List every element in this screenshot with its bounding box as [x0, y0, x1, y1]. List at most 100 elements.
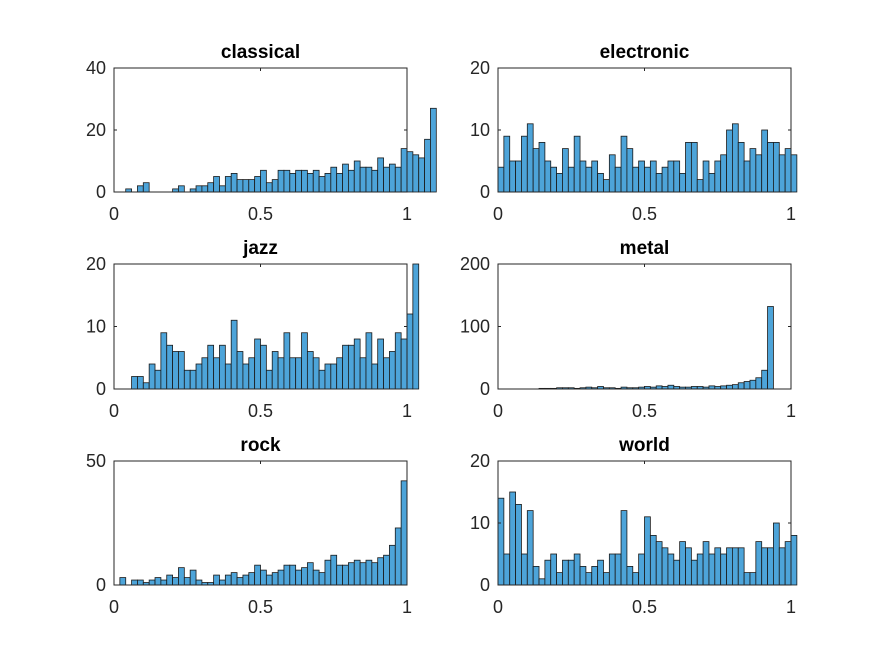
histogram-bar — [749, 148, 757, 193]
x-tick-label: 0.5 — [632, 204, 657, 224]
histogram-bar — [301, 332, 308, 390]
histogram-bar — [638, 553, 645, 586]
histogram-bar — [702, 541, 710, 586]
y-tick-label: 10 — [470, 513, 490, 533]
histogram-bar — [585, 166, 593, 193]
histogram-bar — [236, 577, 244, 586]
histogram-bar — [614, 166, 622, 193]
histogram-bar — [526, 123, 534, 193]
y-tick-label: 50 — [86, 451, 106, 471]
histogram-bar — [254, 564, 261, 586]
y-tick-label: 0 — [96, 575, 106, 595]
histogram-bar — [509, 491, 516, 586]
histogram-bar — [195, 363, 203, 390]
histogram-bar — [579, 160, 587, 193]
subplot-title: electronic — [600, 42, 690, 63]
histogram-bar — [749, 379, 757, 390]
histogram-bar — [720, 154, 727, 193]
histogram-bar — [714, 160, 722, 193]
histogram-bar — [242, 363, 250, 390]
histogram-bar — [497, 497, 505, 586]
histogram-bar — [137, 185, 144, 193]
histogram-bar — [219, 579, 226, 586]
x-tick-label: 1 — [402, 401, 412, 421]
histogram-bar — [773, 141, 780, 193]
histogram-bar — [638, 160, 645, 193]
histogram-bar — [737, 382, 745, 390]
histogram-bar — [154, 369, 162, 390]
histogram-bar — [359, 166, 367, 193]
histogram-bar — [591, 160, 599, 193]
subplot-title: world — [618, 435, 670, 456]
histogram-bar — [224, 363, 232, 390]
x-tick-label: 0.5 — [248, 204, 273, 224]
histogram-bar — [667, 160, 675, 193]
histogram-bar — [219, 344, 226, 390]
histogram-bar — [626, 566, 634, 586]
histogram-bar — [213, 357, 220, 390]
histogram-bar — [603, 179, 610, 193]
histogram-bar — [277, 357, 285, 390]
histogram-bar — [248, 179, 256, 193]
histogram-bar — [242, 574, 250, 586]
histogram-bar — [213, 176, 220, 193]
subplot-metal: 0 0.5 1 0 100 200 metal — [460, 238, 796, 421]
histogram-bar — [720, 553, 727, 586]
histogram-bar — [254, 176, 261, 193]
histogram-bar — [131, 579, 138, 586]
histogram-bar — [283, 332, 291, 390]
x-tick-label: 0 — [109, 597, 119, 617]
histogram-bar — [265, 369, 273, 390]
histogram-bar — [312, 357, 320, 390]
histogram-bar — [538, 578, 546, 586]
histogram-bar — [394, 527, 402, 586]
histogram-bar — [761, 369, 768, 390]
x-tick-label: 1 — [786, 597, 796, 617]
histogram-bar — [178, 351, 185, 390]
histogram-bar — [778, 547, 786, 586]
histogram-bar — [195, 185, 203, 193]
histogram-bar — [201, 357, 209, 390]
histogram-bar — [626, 148, 634, 193]
histogram-bar — [353, 338, 361, 390]
histogram-bar — [265, 182, 273, 193]
histogram-bar — [412, 154, 420, 193]
histogram-bar — [154, 577, 162, 586]
histogram-bar — [148, 579, 156, 586]
histogram-bar — [359, 562, 367, 586]
histogram-bar — [160, 332, 168, 390]
histogram-bar — [142, 182, 150, 193]
histogram-bar — [562, 148, 569, 193]
histogram-bar — [597, 559, 604, 586]
histogram-bar — [289, 172, 297, 193]
histogram-bar — [737, 141, 745, 193]
histogram-bar — [778, 154, 786, 193]
histogram-bar — [550, 553, 557, 586]
histogram-bar — [515, 160, 522, 193]
histogram-bar — [342, 344, 349, 390]
histogram-bar — [213, 574, 220, 586]
histogram-bar — [761, 547, 768, 586]
histogram-bar — [377, 557, 384, 586]
histogram-bar — [515, 503, 522, 586]
histogram-bar — [649, 160, 657, 193]
histogram-bar — [330, 363, 338, 390]
histogram-bar — [389, 163, 396, 193]
histogram-bar — [761, 129, 768, 193]
histogram-bar — [248, 357, 256, 390]
y-tick-label: 20 — [86, 254, 106, 274]
histogram-bar — [389, 544, 396, 586]
histogram-bar — [383, 166, 390, 193]
histogram-bar — [790, 535, 798, 586]
histogram-bar — [207, 344, 215, 390]
histogram-bar — [591, 566, 599, 586]
histogram-bar — [189, 369, 197, 390]
histogram-bar — [224, 574, 232, 586]
histogram-bar — [726, 547, 733, 586]
histogram-bar — [749, 572, 757, 586]
histogram-bar — [260, 344, 267, 390]
histogram-bar — [189, 569, 197, 586]
histogram-bar — [597, 172, 604, 193]
